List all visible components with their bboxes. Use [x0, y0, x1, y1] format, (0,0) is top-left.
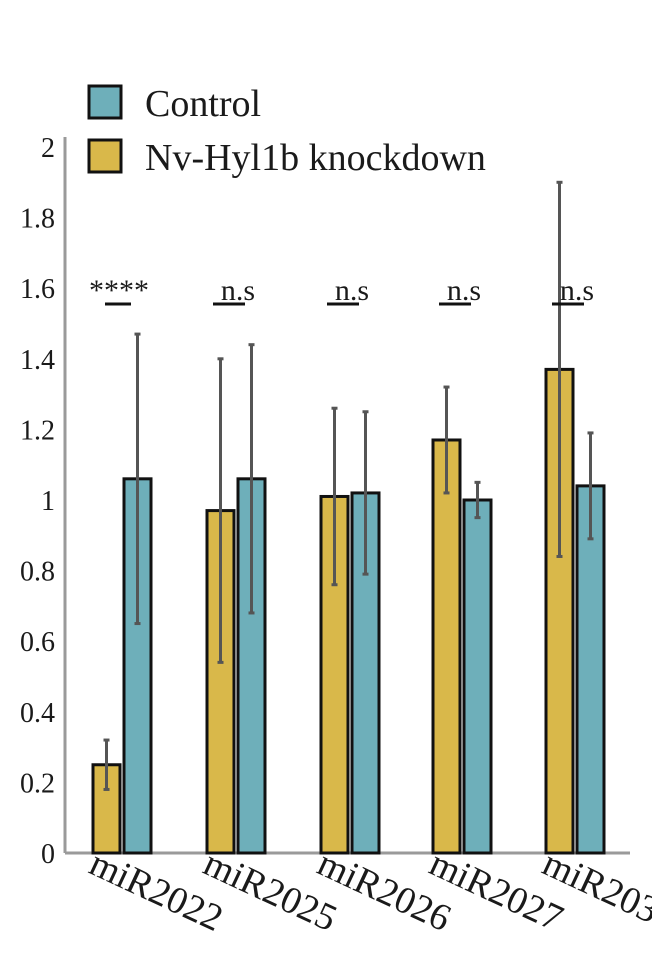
- legend-label: Control: [145, 83, 261, 125]
- error-bars: [103, 180, 594, 791]
- legend-swatch-knockdown: [87, 138, 123, 174]
- y-tick-label: 1.6: [20, 274, 55, 305]
- significance-label: n.s: [221, 274, 255, 307]
- significance-label: n.s: [560, 274, 594, 307]
- legend: Control Nv-Hyl1b knockdown: [87, 83, 486, 179]
- y-tick-label: 1: [41, 486, 55, 517]
- significance-label: ****: [89, 274, 149, 307]
- axes: 0 0.2 0.4 0.6 0.8 1 1.2 1.4 1.6 1.8 2: [20, 133, 630, 870]
- y-tick-label: 1.2: [20, 415, 55, 446]
- y-tick-label: 0.4: [20, 698, 55, 729]
- bar-control-mir2030: [575, 484, 606, 855]
- y-tick-label: 2: [41, 133, 55, 164]
- y-tick-label: 0.8: [20, 557, 55, 588]
- significance-label: n.s: [335, 274, 369, 307]
- legend-label: Nv-Hyl1b knockdown: [145, 137, 486, 179]
- legend-swatch-control: [87, 84, 123, 120]
- bar-control-mir2027: [462, 498, 493, 855]
- bar-knockdown-mir2027: [431, 438, 462, 855]
- y-tick-label: 0.6: [20, 627, 55, 658]
- y-tick-label: 0.2: [20, 768, 55, 799]
- y-tick-label: 0: [41, 839, 55, 870]
- significance-label: n.s: [447, 274, 481, 307]
- bars: [91, 367, 606, 855]
- y-tick-label: 1.8: [20, 204, 55, 235]
- y-tick-label: 1.4: [20, 345, 55, 376]
